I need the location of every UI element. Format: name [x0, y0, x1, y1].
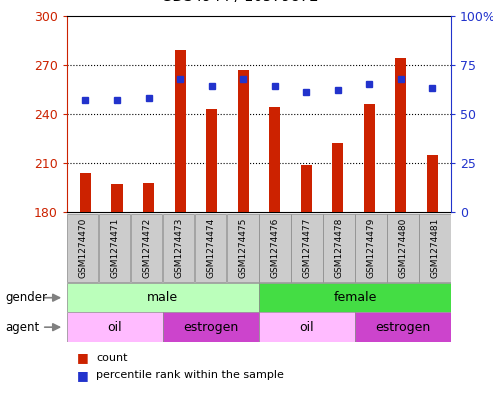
Text: GSM1274476: GSM1274476	[270, 217, 280, 278]
Bar	[163, 312, 259, 342]
Bar	[67, 312, 163, 342]
Bar	[323, 214, 354, 281]
Bar	[395, 58, 406, 212]
Text: GSM1274479: GSM1274479	[366, 217, 376, 278]
Bar	[420, 214, 451, 281]
Bar	[269, 107, 280, 212]
Bar	[67, 214, 98, 281]
Bar	[332, 143, 343, 212]
Text: GSM1274473: GSM1274473	[174, 217, 183, 278]
Text: male: male	[147, 291, 178, 304]
Bar	[387, 214, 419, 281]
Text: GSM1274481: GSM1274481	[430, 217, 440, 278]
Text: GSM1274478: GSM1274478	[334, 217, 344, 278]
Text: count: count	[96, 353, 128, 363]
Bar	[99, 214, 130, 281]
Bar	[238, 70, 248, 212]
Text: GSM1274471: GSM1274471	[110, 217, 119, 278]
Bar	[206, 109, 217, 212]
Bar	[259, 214, 290, 281]
Bar	[301, 165, 312, 212]
Bar	[355, 312, 451, 342]
Bar	[355, 214, 387, 281]
Text: GDS4944 / 10579872: GDS4944 / 10579872	[161, 0, 318, 4]
Bar	[259, 312, 355, 342]
Text: GSM1274480: GSM1274480	[398, 217, 408, 278]
Text: oil: oil	[300, 321, 314, 334]
Bar	[364, 104, 375, 212]
Text: estrogen: estrogen	[183, 321, 239, 334]
Bar	[143, 183, 154, 212]
Bar	[67, 283, 259, 312]
Text: GSM1274472: GSM1274472	[142, 217, 151, 278]
Text: estrogen: estrogen	[375, 321, 431, 334]
Bar	[195, 214, 226, 281]
Bar	[163, 214, 194, 281]
Bar	[111, 184, 122, 212]
Text: percentile rank within the sample: percentile rank within the sample	[96, 370, 284, 380]
Bar	[227, 214, 258, 281]
Text: GSM1274470: GSM1274470	[78, 217, 87, 278]
Bar	[131, 214, 162, 281]
Bar	[426, 155, 438, 212]
Text: ■: ■	[76, 351, 88, 364]
Bar	[291, 214, 322, 281]
Text: GSM1274475: GSM1274475	[238, 217, 247, 278]
Text: GSM1274477: GSM1274477	[302, 217, 312, 278]
Bar	[80, 173, 91, 212]
Text: GSM1274474: GSM1274474	[206, 217, 215, 278]
Text: female: female	[333, 291, 377, 304]
Text: agent: agent	[5, 321, 39, 334]
Bar	[259, 283, 451, 312]
Bar	[175, 50, 185, 212]
Text: gender: gender	[5, 291, 47, 304]
Text: ■: ■	[76, 369, 88, 382]
Text: oil: oil	[107, 321, 122, 334]
